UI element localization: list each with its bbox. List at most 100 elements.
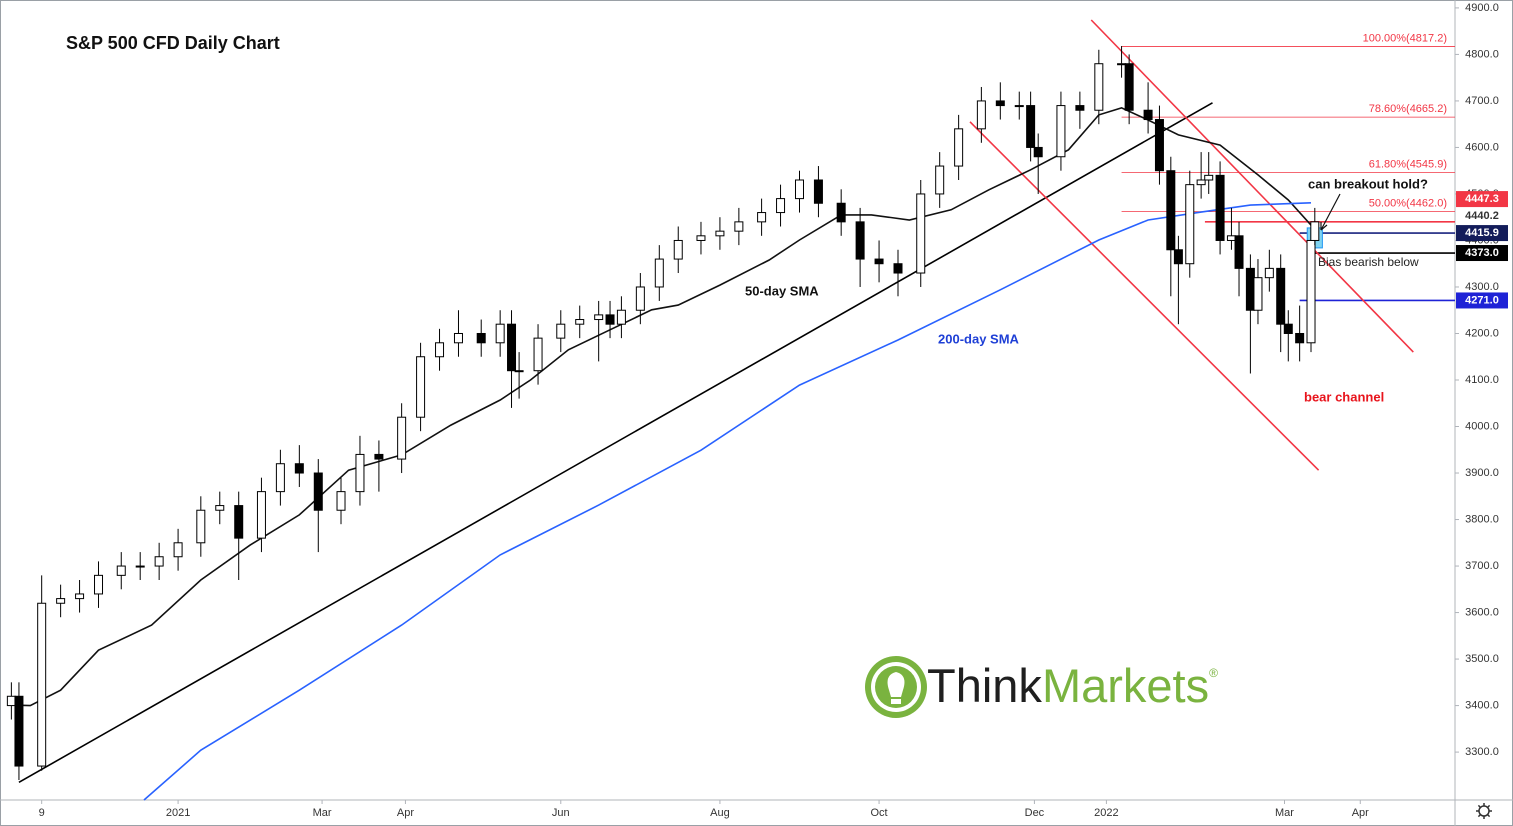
y-tick-label: 4600.0 bbox=[1465, 141, 1499, 153]
price-tag-label: 4271.0 bbox=[1465, 294, 1499, 306]
candle-body bbox=[1310, 221, 1320, 241]
candle-body bbox=[1033, 146, 1043, 158]
logo-first: Think bbox=[927, 659, 1042, 712]
x-tick-label: 2021 bbox=[166, 807, 190, 819]
candle-body bbox=[37, 602, 47, 767]
y-tick-label: 3800.0 bbox=[1465, 513, 1499, 525]
candle-body bbox=[6, 695, 16, 707]
candle-body bbox=[453, 332, 463, 344]
candle-body bbox=[1215, 174, 1225, 241]
candle-body bbox=[355, 453, 365, 493]
candle-body bbox=[75, 593, 85, 600]
annotation: Bias bearish below bbox=[1318, 255, 1419, 269]
sma-line bbox=[11, 107, 1320, 707]
candle-body bbox=[514, 370, 524, 373]
candle-body bbox=[594, 314, 604, 321]
candle-body bbox=[1276, 267, 1286, 325]
logo-mark: ® bbox=[1209, 666, 1218, 680]
annotation-arrow bbox=[1320, 193, 1341, 231]
candle-body bbox=[416, 356, 426, 418]
candle-body bbox=[495, 323, 505, 344]
y-tick-label: 3400.0 bbox=[1465, 699, 1499, 711]
candle-body bbox=[336, 491, 346, 511]
logo-bulb-base bbox=[891, 699, 901, 704]
price-tag bbox=[1456, 245, 1508, 262]
candle-body bbox=[673, 239, 683, 260]
candle-body bbox=[1124, 63, 1134, 111]
candle-body bbox=[954, 128, 964, 167]
candle-body bbox=[1226, 235, 1236, 241]
candle-body bbox=[696, 235, 706, 241]
candle-body bbox=[1026, 105, 1036, 148]
candle-body bbox=[234, 505, 244, 539]
x-tick-label: Dec bbox=[1025, 807, 1045, 819]
settings-teeth[interactable] bbox=[1476, 803, 1492, 819]
logo-text: ThinkMarkets® bbox=[927, 659, 1218, 712]
candle-body bbox=[556, 323, 566, 339]
candle-body bbox=[275, 463, 285, 493]
candle-body bbox=[1196, 179, 1206, 186]
x-tick-label: Apr bbox=[1352, 807, 1369, 819]
candle-body bbox=[374, 453, 384, 460]
candle-body bbox=[1253, 277, 1263, 311]
y-tick-label: 3500.0 bbox=[1465, 653, 1499, 665]
settings-icon[interactable] bbox=[1476, 803, 1492, 819]
candle-body bbox=[1154, 119, 1164, 172]
y-tick-label: 4100.0 bbox=[1465, 374, 1499, 386]
candle-body bbox=[1143, 109, 1153, 121]
x-tick-label: Aug bbox=[710, 807, 730, 819]
trendline bbox=[18, 102, 1213, 784]
candle-body bbox=[874, 258, 884, 265]
candle-body bbox=[605, 314, 615, 325]
candle-body bbox=[1295, 332, 1305, 344]
candle-body bbox=[476, 332, 486, 344]
candle-body bbox=[813, 179, 823, 204]
y-tick-label: 3600.0 bbox=[1465, 606, 1499, 618]
candle-body bbox=[1264, 267, 1274, 279]
trendline bbox=[969, 121, 1320, 471]
candle-body bbox=[1117, 63, 1127, 66]
annotation-arrowhead bbox=[1320, 222, 1328, 231]
candle-body bbox=[94, 574, 104, 595]
chart-title: S&P 500 CFD Daily Chart bbox=[66, 33, 280, 53]
annotation: 200-day SMA bbox=[938, 331, 1020, 346]
candle-body bbox=[1014, 105, 1024, 108]
candle-body bbox=[976, 100, 986, 130]
y-tick-label: 4000.0 bbox=[1465, 420, 1499, 432]
candle-body bbox=[14, 695, 24, 767]
candle-body bbox=[1185, 184, 1195, 265]
candle-body bbox=[734, 221, 744, 232]
price-tag-label: 4415.9 bbox=[1465, 227, 1499, 239]
candle-body bbox=[916, 193, 926, 274]
fib-label: 78.60%(4665.2) bbox=[1369, 103, 1447, 115]
candle-body bbox=[294, 463, 304, 474]
y-tick-label: 4800.0 bbox=[1465, 48, 1499, 60]
candle-body bbox=[196, 509, 206, 544]
logo-second: Markets bbox=[1042, 659, 1209, 712]
y-tick-label: 4300.0 bbox=[1465, 281, 1499, 293]
annotation: bear channel bbox=[1304, 389, 1384, 404]
candle-body bbox=[116, 565, 126, 576]
price-tag bbox=[1456, 191, 1508, 208]
candle-body bbox=[173, 542, 183, 558]
annotation: 50-day SMA bbox=[745, 283, 819, 298]
candle-body bbox=[533, 337, 543, 372]
candle-body bbox=[154, 556, 164, 567]
logo-bulb bbox=[887, 672, 905, 697]
candle-body bbox=[995, 100, 1005, 107]
candle-body bbox=[935, 165, 945, 195]
logo: ThinkMarkets® bbox=[865, 656, 1218, 718]
annotation: can breakout hold? bbox=[1308, 176, 1428, 191]
candle-body bbox=[1234, 235, 1244, 269]
candle-body bbox=[397, 416, 407, 460]
candle-body bbox=[1245, 267, 1255, 311]
candle-body bbox=[715, 230, 725, 237]
candle-body bbox=[1166, 170, 1176, 251]
y-tick-label: 4900.0 bbox=[1465, 2, 1499, 14]
x-tick-label: 9 bbox=[39, 807, 45, 819]
candle-body bbox=[855, 221, 865, 260]
candle-body bbox=[794, 179, 804, 200]
candle-body bbox=[56, 598, 66, 604]
price-tag bbox=[1456, 208, 1508, 225]
